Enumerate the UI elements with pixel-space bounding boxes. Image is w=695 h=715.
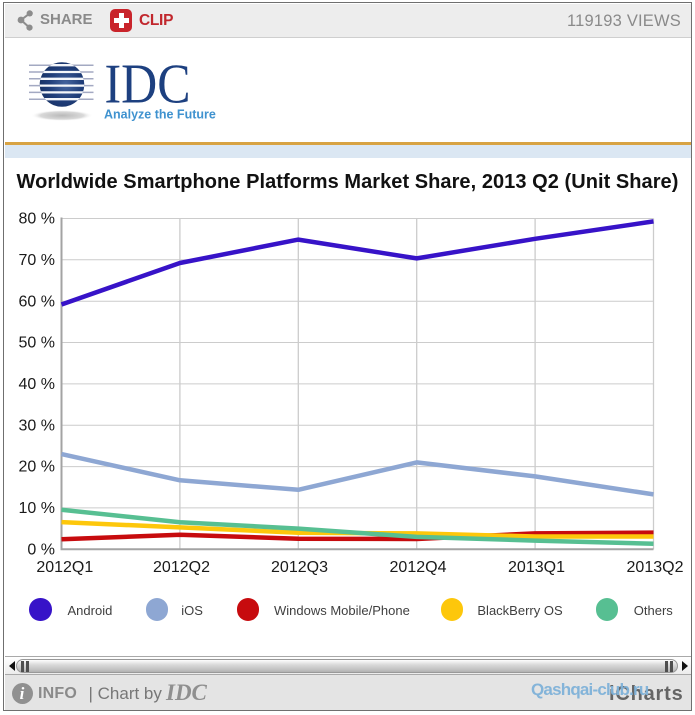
- svg-text:0 %: 0 %: [27, 541, 55, 558]
- svg-text:40 %: 40 %: [19, 376, 55, 393]
- svg-text:2012Q4: 2012Q4: [390, 559, 447, 576]
- svg-text:IDC: IDC: [105, 54, 191, 115]
- svg-text:50 %: 50 %: [19, 335, 55, 352]
- svg-text:2012Q3: 2012Q3: [271, 559, 328, 576]
- svg-text:2013Q2: 2013Q2: [627, 559, 684, 576]
- svg-text:10 %: 10 %: [19, 500, 55, 517]
- svg-text:Analyze the Future: Analyze the Future: [104, 108, 216, 122]
- svg-text:70 %: 70 %: [19, 252, 55, 269]
- svg-text:2012Q2: 2012Q2: [153, 559, 210, 576]
- svg-text:30 %: 30 %: [19, 417, 55, 434]
- svg-text:2012Q1: 2012Q1: [36, 559, 93, 576]
- svg-text:80 %: 80 %: [19, 211, 55, 228]
- svg-text:2013Q1: 2013Q1: [508, 559, 565, 576]
- svg-text:20 %: 20 %: [19, 459, 55, 476]
- svg-text:60 %: 60 %: [19, 293, 55, 310]
